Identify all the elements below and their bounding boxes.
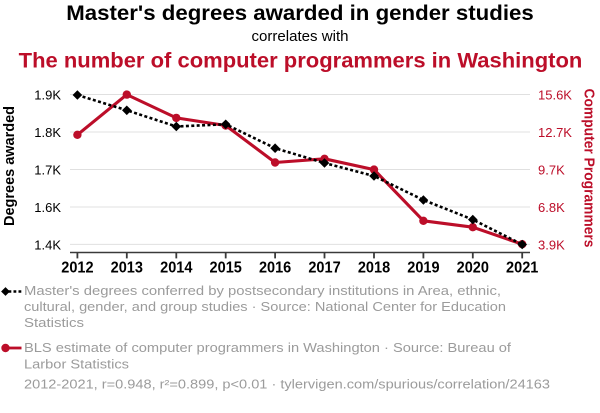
svg-text:2012-2021, r=0.948, r²=0.899,: 2012-2021, r=0.948, r²=0.899, p<0.01 · t…: [24, 377, 550, 392]
svg-text:BLS estimate of computer progr: BLS estimate of computer programmers in …: [24, 340, 511, 355]
svg-text:Master's degrees conferred by: Master's degrees conferred by postsecond…: [24, 283, 501, 298]
svg-text:Master's degrees awarded in ge: Master's degrees awarded in gender studi…: [66, 1, 534, 25]
svg-text:2017: 2017: [308, 260, 340, 277]
svg-text:The number of computer program: The number of computer programmers in Wa…: [19, 49, 583, 73]
svg-text:1.9K: 1.9K: [34, 88, 61, 103]
svg-text:cultural, gender, and group st: cultural, gender, and group studies · So…: [24, 299, 506, 314]
svg-text:correlates with: correlates with: [252, 28, 349, 45]
svg-text:2013: 2013: [111, 260, 143, 277]
svg-text:1.8K: 1.8K: [34, 125, 61, 140]
svg-text:15.6K: 15.6K: [538, 88, 572, 103]
svg-text:9.7K: 9.7K: [538, 163, 565, 178]
svg-text:2021: 2021: [506, 260, 538, 277]
svg-text:2014: 2014: [160, 260, 192, 277]
svg-text:2012: 2012: [61, 260, 93, 277]
svg-text:Larbor Statistics: Larbor Statistics: [24, 356, 130, 371]
svg-text:Statistics: Statistics: [24, 315, 85, 330]
svg-text:1.6K: 1.6K: [34, 200, 61, 215]
svg-text:1.7K: 1.7K: [34, 163, 61, 178]
svg-text:Degrees awarded: Degrees awarded: [1, 106, 18, 226]
svg-text:1.4K: 1.4K: [34, 238, 61, 253]
svg-text:2015: 2015: [210, 260, 242, 277]
svg-text:3.9K: 3.9K: [538, 238, 565, 253]
svg-text:2019: 2019: [407, 260, 439, 277]
svg-text:Computer Programmers: Computer Programmers: [581, 89, 598, 248]
svg-text:2020: 2020: [457, 260, 489, 277]
svg-text:2018: 2018: [358, 260, 390, 277]
svg-text:2016: 2016: [259, 260, 291, 277]
svg-text:6.8K: 6.8K: [538, 200, 565, 215]
svg-text:12.7K: 12.7K: [538, 125, 572, 140]
